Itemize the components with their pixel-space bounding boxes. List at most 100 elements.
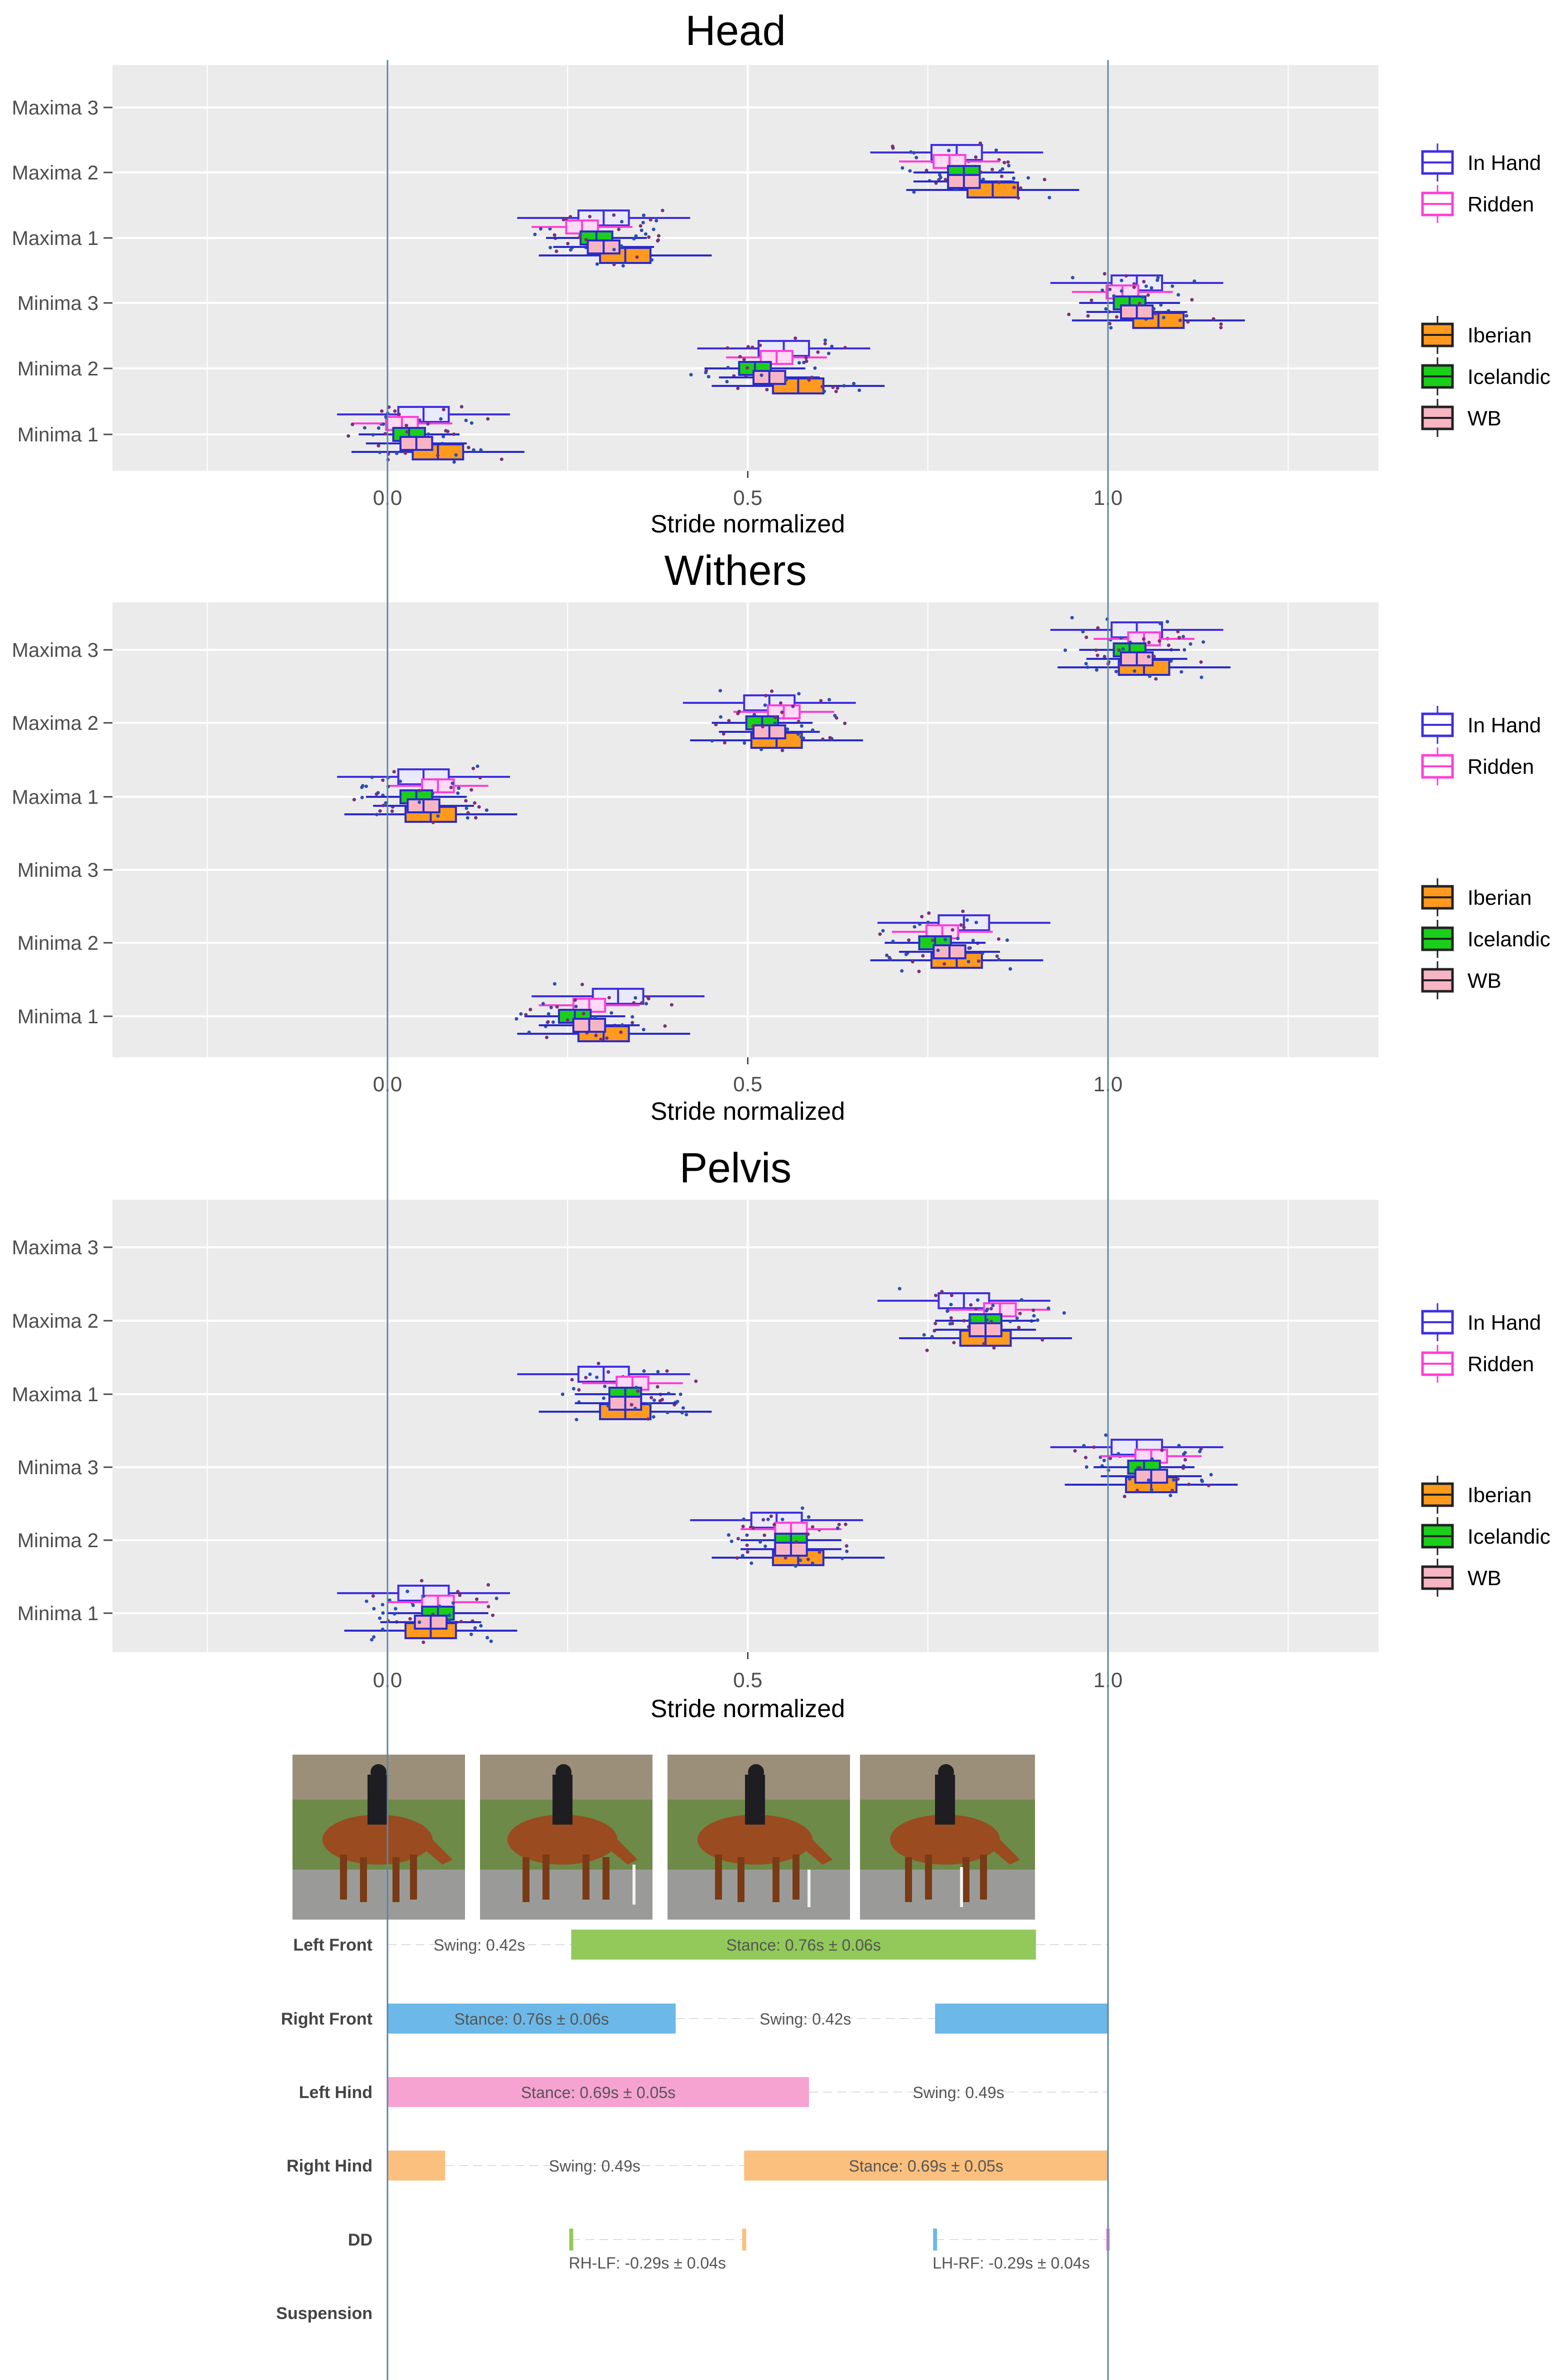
data-point xyxy=(914,155,918,159)
data-point xyxy=(1128,1477,1132,1481)
data-point xyxy=(796,732,800,736)
data-point xyxy=(1090,298,1094,302)
data-point xyxy=(1119,636,1123,640)
data-point xyxy=(746,1550,750,1554)
box-in-hand xyxy=(877,909,1050,933)
data-point xyxy=(799,735,803,739)
swing-label: Swing: 0.49s xyxy=(912,2084,1004,2102)
data-point xyxy=(1000,167,1004,171)
data-point xyxy=(1142,637,1146,641)
data-point xyxy=(1176,293,1180,297)
data-point xyxy=(684,1413,688,1417)
panel-background xyxy=(112,602,1378,1057)
data-point xyxy=(822,389,826,393)
box-wb xyxy=(1084,1465,1204,1486)
data-point xyxy=(758,1540,762,1544)
data-point xyxy=(546,1012,550,1016)
data-point xyxy=(375,812,379,816)
data-point xyxy=(1159,303,1163,307)
data-point xyxy=(372,1607,376,1611)
y-tick-label: Minima 3 xyxy=(18,859,98,881)
data-point xyxy=(946,1309,950,1313)
data-point xyxy=(390,809,394,813)
box-wb xyxy=(378,1613,495,1636)
data-point xyxy=(791,704,795,708)
data-point xyxy=(370,775,374,779)
data-point xyxy=(800,724,804,728)
box-wb xyxy=(908,169,1022,194)
data-point xyxy=(1082,1444,1086,1448)
data-point xyxy=(843,345,847,349)
data-point xyxy=(764,694,768,698)
data-point xyxy=(881,929,885,933)
data-point xyxy=(549,1005,553,1009)
data-point xyxy=(968,1318,972,1322)
data-point xyxy=(564,217,568,221)
data-point xyxy=(404,423,408,427)
data-point xyxy=(560,1392,564,1396)
data-point xyxy=(1109,326,1113,330)
data-point xyxy=(1096,653,1100,657)
legend-label: Ridden xyxy=(1468,755,1534,778)
data-point xyxy=(1100,288,1104,292)
data-point xyxy=(1182,648,1186,652)
data-point xyxy=(612,262,616,266)
data-point xyxy=(607,996,611,1000)
data-point xyxy=(470,1632,474,1636)
data-point xyxy=(745,1533,749,1537)
data-point xyxy=(1183,1451,1187,1455)
legend-label: Icelandic xyxy=(1468,1525,1550,1548)
data-point xyxy=(378,450,382,454)
data-point xyxy=(1084,1465,1088,1469)
data-point xyxy=(908,169,912,173)
data-point xyxy=(726,365,730,369)
data-point xyxy=(566,241,570,245)
data-point xyxy=(420,1579,424,1583)
data-point xyxy=(610,1011,614,1015)
data-point xyxy=(834,716,838,720)
data-point xyxy=(1121,647,1125,651)
data-point xyxy=(1192,279,1196,283)
data-point xyxy=(430,792,434,796)
data-point xyxy=(527,1030,531,1034)
data-point xyxy=(1176,629,1180,633)
data-point xyxy=(925,1348,929,1352)
data-point xyxy=(383,432,387,436)
data-point xyxy=(647,235,651,239)
data-point xyxy=(394,1607,398,1611)
data-point xyxy=(1084,662,1088,666)
data-point xyxy=(472,801,476,805)
data-point xyxy=(362,426,366,430)
data-point xyxy=(1140,295,1144,299)
data-point xyxy=(836,386,840,390)
data-point xyxy=(934,1293,938,1297)
legend-label: In Hand xyxy=(1468,713,1541,737)
data-point xyxy=(426,432,430,436)
x-axis-label: Stride normalized xyxy=(650,1695,845,1723)
data-point xyxy=(810,375,814,379)
data-point xyxy=(737,709,741,713)
data-point xyxy=(552,982,556,986)
data-point xyxy=(1046,1306,1050,1310)
box-wb xyxy=(373,792,481,820)
data-point xyxy=(725,379,729,383)
data-point xyxy=(1032,1314,1036,1318)
data-point xyxy=(784,378,788,382)
data-point xyxy=(374,792,378,796)
y-tick-label: Maxima 3 xyxy=(12,1237,98,1259)
data-point xyxy=(446,429,450,433)
data-point xyxy=(726,346,730,350)
data-point xyxy=(1176,1477,1180,1481)
data-point xyxy=(1086,314,1090,318)
legend: In Hand Ridden Iberian Icelandic WB xyxy=(1421,706,1550,999)
data-point xyxy=(844,1522,848,1526)
data-point xyxy=(474,816,478,820)
data-point xyxy=(742,1517,746,1521)
data-point xyxy=(1114,315,1118,319)
data-point xyxy=(1199,1447,1203,1451)
data-point xyxy=(380,409,384,413)
row-label: Left Hind xyxy=(299,2083,372,2102)
data-point xyxy=(990,167,994,171)
data-point xyxy=(681,1406,685,1410)
data-point xyxy=(1170,1489,1174,1493)
